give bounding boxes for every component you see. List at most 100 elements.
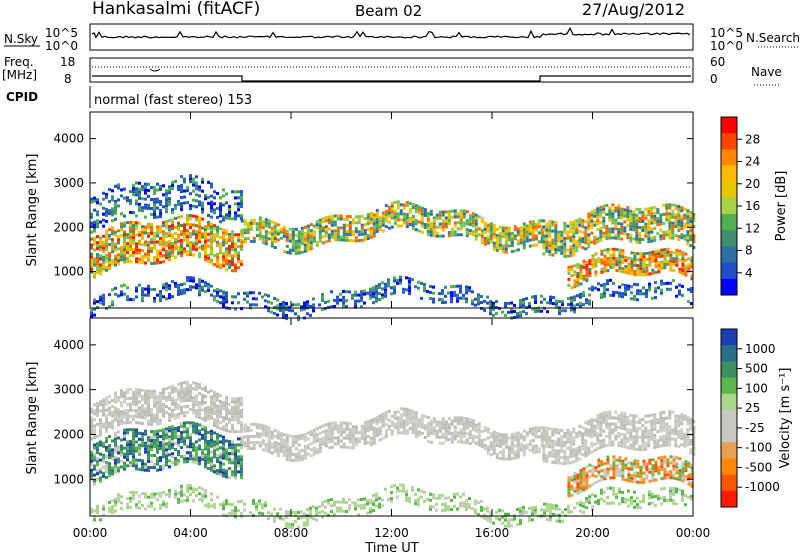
heatmap-cell	[624, 256, 628, 259]
heatmap-cell	[216, 240, 219, 244]
heatmap-cell	[138, 391, 141, 395]
heatmap-cell	[114, 440, 117, 444]
heatmap-cell	[111, 411, 114, 415]
heatmap-cell	[168, 435, 171, 439]
heatmap-cell	[168, 395, 171, 398]
heatmap-cell	[156, 447, 159, 451]
heatmap-cell	[668, 224, 672, 228]
heatmap-cell	[114, 260, 117, 264]
heatmap-cell	[468, 217, 472, 221]
heatmap-cell	[141, 441, 144, 445]
heatmap-cell	[339, 433, 343, 437]
heatmap-cell	[105, 241, 108, 245]
heatmap-cell	[516, 452, 520, 456]
heatmap-cell	[237, 196, 240, 200]
heatmap-cell	[608, 443, 612, 447]
heatmap-cell	[189, 244, 192, 248]
heatmap-cell	[138, 181, 141, 185]
heatmap-cell	[153, 191, 156, 195]
heatmap-cell	[135, 286, 138, 290]
heatmap-cell	[603, 288, 606, 292]
heatmap-cell	[548, 454, 552, 458]
heatmap-cell	[165, 387, 168, 391]
heatmap-cell	[510, 457, 514, 460]
heatmap-cell	[159, 447, 162, 451]
heatmap-cell	[123, 437, 126, 441]
heatmap-cell	[659, 444, 663, 448]
nave-tick-bottom: 0	[710, 72, 718, 86]
heatmap-cell	[135, 181, 138, 185]
heatmap-cell	[498, 231, 502, 235]
heatmap-cell	[237, 245, 240, 249]
heatmap-cell	[327, 440, 331, 444]
heatmap-cell	[129, 405, 132, 409]
heatmap-cell	[576, 303, 579, 307]
heatmap-cell	[90, 258, 93, 262]
heatmap-cell	[402, 410, 406, 414]
heatmap-cell	[603, 269, 607, 273]
heatmap-cell	[96, 253, 99, 257]
heatmap-cell	[315, 220, 319, 224]
heatmap-cell	[165, 204, 168, 208]
heatmap-cell	[249, 434, 253, 438]
heatmap-cell	[594, 475, 598, 478]
heatmap-cell	[147, 240, 150, 244]
heatmap-cell	[240, 199, 243, 203]
heatmap-cell	[123, 455, 126, 459]
heatmap-cell	[659, 234, 663, 238]
heatmap-cell	[96, 300, 99, 304]
heatmap-cell	[378, 216, 382, 220]
heatmap-cell	[551, 220, 555, 224]
heatmap-cell	[399, 275, 402, 279]
heatmap-cell	[255, 297, 258, 301]
heatmap-cell	[93, 446, 96, 450]
heatmap-cell	[129, 220, 132, 224]
heatmap-cell	[348, 224, 352, 228]
heatmap-cell	[210, 435, 213, 439]
heatmap-cell	[195, 236, 198, 240]
heatmap-cell	[558, 312, 561, 315]
heatmap-cell	[111, 238, 114, 242]
heatmap-cell	[222, 234, 225, 238]
heatmap-cell	[560, 248, 564, 252]
heatmap-cell	[285, 433, 289, 437]
heatmap-cell	[647, 222, 651, 226]
heatmap-cell	[471, 425, 475, 429]
heatmap-cell	[144, 191, 147, 195]
heatmap-cell	[138, 205, 141, 209]
heatmap-cell	[267, 435, 271, 439]
heatmap-cell	[542, 456, 546, 460]
heatmap-cell	[216, 255, 219, 259]
heatmap-cell	[510, 301, 513, 305]
velocity-heatmap	[90, 380, 696, 530]
heatmap-cell	[531, 427, 535, 430]
heatmap-cell	[486, 451, 490, 455]
heatmap-cell	[632, 438, 636, 442]
heatmap-cell	[138, 458, 141, 462]
heatmap-cell	[468, 289, 471, 293]
heatmap-cell	[459, 416, 463, 420]
heatmap-cell	[330, 424, 334, 428]
heatmap-cell	[276, 304, 279, 308]
heatmap-cell	[615, 470, 619, 474]
heatmap-cell	[141, 237, 144, 241]
heatmap-cell	[575, 225, 579, 229]
heatmap-cell	[477, 233, 481, 237]
heatmap-cell	[108, 406, 111, 410]
heatmap-cell	[333, 238, 337, 242]
heatmap-cell	[642, 292, 645, 296]
heatmap-cell	[147, 203, 150, 207]
heatmap-cell	[354, 290, 357, 294]
heatmap-cell	[584, 454, 588, 458]
heatmap-cell	[666, 458, 670, 462]
heatmap-cell	[590, 225, 594, 229]
heatmap-cell	[663, 473, 667, 477]
heatmap-cell	[195, 458, 198, 462]
heatmap-cell	[96, 442, 99, 446]
heatmap-cell	[102, 441, 105, 445]
heatmap-cell	[240, 464, 243, 468]
heatmap-cell	[225, 414, 228, 418]
heatmap-cell	[606, 260, 610, 264]
heatmap-cell	[93, 424, 96, 428]
heatmap-cell	[600, 252, 604, 256]
